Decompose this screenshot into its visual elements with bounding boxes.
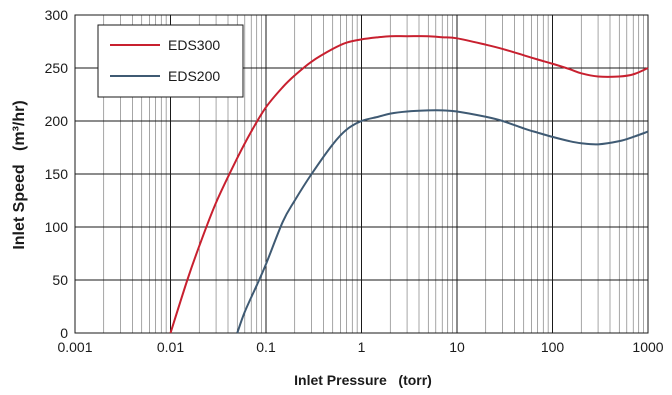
x-tick-label: 0.1	[256, 339, 276, 355]
legend: EDS300 EDS200	[97, 24, 244, 98]
x-tick-label: 0.001	[57, 339, 92, 355]
x-axis-title: Inlet Pressure (torr)	[294, 372, 432, 388]
y-tick-label: 50	[52, 272, 68, 288]
y-tick-label: 150	[45, 166, 69, 182]
y-axis-title: Inlet Speed (m³/hr)	[11, 100, 28, 249]
y-tick-label: 250	[45, 60, 69, 76]
legend-box	[97, 24, 244, 98]
x-tick-label: 100	[541, 339, 565, 355]
legend-label-eds300: EDS300	[168, 37, 220, 53]
legend-label-eds200: EDS200	[168, 68, 220, 84]
series-line-eds200	[236, 109, 649, 334]
series-line-eds300	[169, 35, 649, 334]
y-tick-label: 200	[45, 113, 69, 129]
x-tick-label: 1	[358, 339, 366, 355]
x-axis-tick-labels: 0.001 0.01 0.1 1 10 100 1000	[57, 339, 663, 355]
y-tick-label: 100	[45, 219, 69, 235]
plot-area-frame	[74, 14, 649, 334]
y-tick-label: 300	[45, 7, 69, 23]
y-tick-label: 0	[60, 325, 68, 341]
x-tick-label: 1000	[632, 339, 663, 355]
series-layer	[169, 35, 649, 334]
y-axis-tick-labels: 0 50 100 150 200 250 300	[45, 7, 69, 341]
x-tick-label: 0.01	[157, 339, 184, 355]
x-tick-label: 10	[449, 339, 465, 355]
